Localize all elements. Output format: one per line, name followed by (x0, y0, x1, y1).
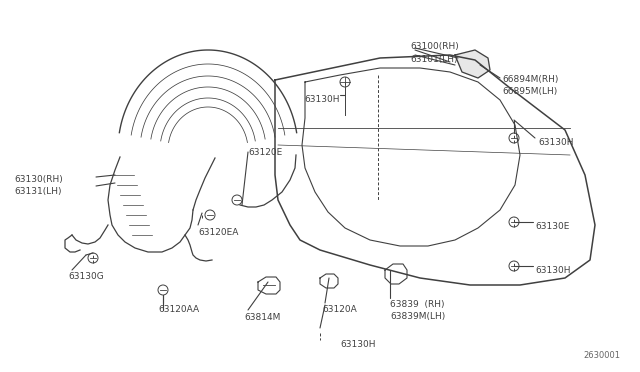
Text: 2630001: 2630001 (583, 351, 620, 360)
Text: 63120A: 63120A (322, 305, 356, 314)
Text: 63130H: 63130H (305, 95, 340, 104)
Text: 63130H: 63130H (340, 340, 376, 349)
Polygon shape (455, 50, 490, 78)
Text: 66895M(LH): 66895M(LH) (502, 87, 557, 96)
Text: 63120AA: 63120AA (158, 305, 199, 314)
Text: 63130G: 63130G (68, 272, 104, 281)
Text: 63130(RH): 63130(RH) (14, 175, 63, 184)
Text: 63120EA: 63120EA (198, 228, 238, 237)
Text: 63120E: 63120E (248, 148, 282, 157)
Text: 63130H: 63130H (538, 138, 573, 147)
Text: 63839  (RH): 63839 (RH) (390, 300, 445, 309)
Text: 63101(LH): 63101(LH) (410, 55, 458, 64)
Text: 63839M(LH): 63839M(LH) (390, 312, 445, 321)
Text: 63130H: 63130H (535, 266, 570, 275)
Text: 66894M(RH): 66894M(RH) (502, 75, 558, 84)
Text: 63100(RH): 63100(RH) (410, 42, 459, 51)
Text: 63131(LH): 63131(LH) (14, 187, 61, 196)
Text: 63814M: 63814M (244, 313, 280, 322)
Text: 63130E: 63130E (535, 222, 570, 231)
